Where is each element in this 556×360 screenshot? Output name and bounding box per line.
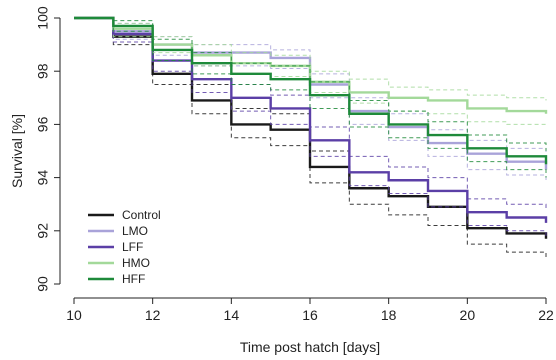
ci-lower-line	[74, 17, 547, 258]
y-tick-label: 92	[35, 223, 51, 239]
legend-item-lmo: LMO	[88, 224, 148, 238]
axes: 10 12 14 16 18 20 22 90 92 94 96 98 100	[35, 6, 554, 323]
legend-item-lff: LFF	[88, 240, 143, 254]
legend-label: HMO	[122, 256, 150, 270]
legend: Control LMO LFF HMO HFF	[88, 208, 161, 286]
y-tick-label: 90	[35, 276, 51, 292]
x-tick-label: 14	[224, 307, 240, 323]
ci-upper-line	[74, 17, 547, 157]
survival-line	[74, 16, 548, 239]
x-ticks: 10 12 14 16 18 20 22	[66, 298, 554, 323]
series-hff	[74, 16, 548, 178]
x-tick-label: 10	[66, 307, 82, 323]
plot-area	[74, 16, 548, 258]
ci-lower-line	[74, 17, 547, 237]
legend-label: LFF	[122, 240, 143, 254]
legend-label: Control	[122, 208, 161, 222]
legend-item-control: Control	[88, 208, 161, 222]
survival-line	[74, 16, 548, 223]
y-tick-label: 94	[35, 170, 51, 186]
legend-item-hmo: HMO	[88, 256, 150, 270]
legend-item-hff: HFF	[88, 272, 145, 286]
y-tick-label: 98	[35, 63, 51, 79]
y-ticks: 90 92 94 96 98 100	[35, 6, 60, 292]
x-tick-label: 18	[381, 307, 397, 323]
legend-label: HFF	[122, 272, 145, 286]
legend-label: LMO	[122, 224, 148, 238]
y-tick-label: 96	[35, 116, 51, 132]
x-axis-title: Time post hatch [days]	[240, 339, 380, 355]
x-tick-label: 20	[460, 307, 476, 323]
y-axis-title: Survival [%]	[9, 114, 25, 188]
survival-line	[74, 16, 548, 165]
ci-lower-line	[74, 17, 547, 178]
x-tick-label: 12	[145, 307, 161, 323]
x-tick-label: 22	[538, 307, 554, 323]
x-tick-label: 16	[302, 307, 318, 323]
y-tick-label: 100	[35, 6, 51, 30]
